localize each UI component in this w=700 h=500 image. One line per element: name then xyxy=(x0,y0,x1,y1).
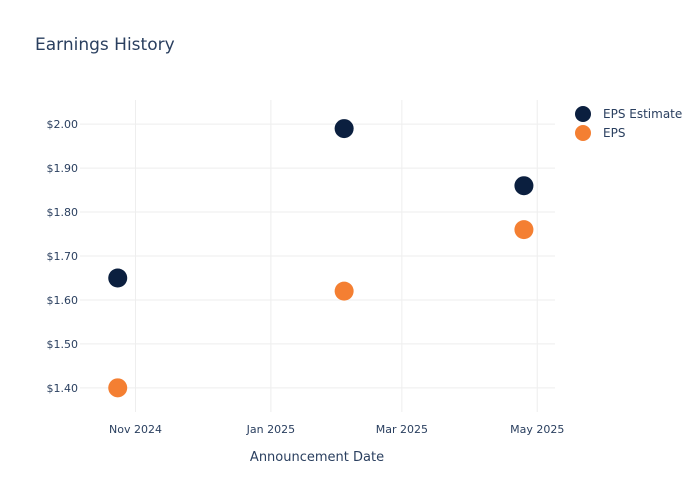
legend-marker-eps[interactable] xyxy=(575,125,591,141)
y-tick-label: $2.00 xyxy=(47,118,79,131)
eps-point[interactable] xyxy=(334,281,354,301)
grid-layer xyxy=(80,100,555,412)
y-tick-label: $1.80 xyxy=(47,206,79,219)
x-tick-label: Mar 2025 xyxy=(376,423,428,436)
eps-estimate-point[interactable] xyxy=(334,119,354,139)
y-tick-label: $1.40 xyxy=(47,382,79,395)
eps-estimate-point[interactable] xyxy=(514,176,534,196)
eps-point[interactable] xyxy=(108,378,128,398)
legend-label-eps-estimate[interactable]: EPS Estimate xyxy=(603,107,682,121)
legend-label-eps[interactable]: EPS xyxy=(603,126,625,140)
chart-title: Earnings History xyxy=(35,35,175,55)
legend-marker-eps-estimate[interactable] xyxy=(575,106,591,122)
x-tick-label: Jan 2025 xyxy=(246,423,295,436)
eps-point[interactable] xyxy=(514,220,534,240)
y-tick-label: $1.50 xyxy=(47,338,79,351)
y-tick-label: $1.60 xyxy=(47,294,79,307)
x-axis-title: Announcement Date xyxy=(250,450,384,465)
x-tick-label: Nov 2024 xyxy=(109,423,162,436)
x-tick-label: May 2025 xyxy=(510,423,564,436)
legend[interactable]: EPS Estimate EPS xyxy=(575,106,682,141)
y-tick-label: $1.90 xyxy=(47,162,79,175)
y-axis-ticks: $1.40 $1.50 $1.60 $1.70 $1.80 $1.90 $2.00 xyxy=(47,118,79,395)
eps-estimate-point[interactable] xyxy=(108,268,128,288)
y-tick-label: $1.70 xyxy=(47,250,79,263)
data-points xyxy=(108,119,534,398)
x-axis-ticks: Nov 2024 Jan 2025 Mar 2025 May 2025 xyxy=(109,423,564,436)
